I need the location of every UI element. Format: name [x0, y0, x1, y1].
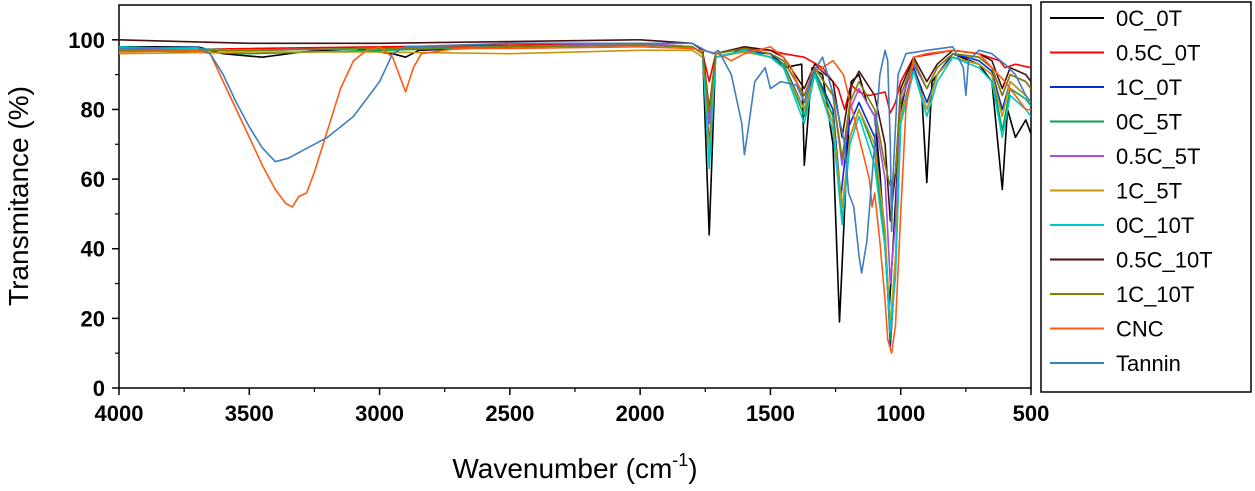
legend-label: 0C_10T [1116, 213, 1194, 238]
x-tick-label: 2000 [616, 401, 665, 426]
y-tick-label: 80 [81, 97, 105, 122]
y-tick-label: 20 [81, 306, 105, 331]
x-tick-label: 3500 [225, 401, 274, 426]
y-axis: 0 20 40 60 80 100 [68, 28, 119, 401]
legend-label: 0C_5T [1116, 110, 1182, 135]
x-tick-label: 500 [1013, 401, 1050, 426]
legend-label: Tannin [1116, 351, 1181, 376]
y-axis-title: Transmitance (%) [3, 86, 34, 306]
series-line-Tannin [119, 42, 1031, 274]
y-tick-label: 0 [93, 376, 105, 401]
x-axis-title-main: Wavenumber (cm [452, 453, 672, 484]
series-line-1C_5T [119, 49, 1031, 327]
x-tick-label: 1500 [746, 401, 795, 426]
x-tick-label: 1000 [876, 401, 925, 426]
legend-label: 0.5C_5T [1116, 144, 1200, 169]
legend-label: CNC [1116, 317, 1164, 342]
legend-label: 1C_10T [1116, 282, 1194, 307]
series-line-CNC [119, 46, 1031, 354]
x-tick-label: 4000 [95, 401, 144, 426]
x-axis: 4000 3500 3000 2500 2000 1500 1000 500 [95, 388, 1050, 426]
x-tick-label: 3000 [355, 401, 404, 426]
y-tick-label: 60 [81, 167, 105, 192]
legend-label: 1C_5T [1116, 179, 1182, 204]
legend: 0C_0T 0.5C_0T 1C_0T 0C_5T 0.5C_5T 1C_5T 0C_10T… [1050, 6, 1213, 376]
series-layer [119, 39, 1031, 354]
legend-label: 1C_0T [1116, 75, 1182, 100]
legend-label: 0.5C_0T [1116, 41, 1200, 66]
legend-label: 0.5C_10T [1116, 248, 1213, 273]
x-axis-title-end: ) [688, 453, 697, 484]
x-axis-title-sup: -1 [672, 450, 688, 470]
x-tick-label: 2500 [485, 401, 534, 426]
x-axis-title: Wavenumber (cm-1) [452, 450, 697, 484]
y-tick-label: 100 [68, 28, 105, 53]
legend-box [1040, 1, 1252, 393]
y-tick-label: 40 [81, 237, 105, 262]
legend-label: 0C_0T [1116, 6, 1182, 31]
